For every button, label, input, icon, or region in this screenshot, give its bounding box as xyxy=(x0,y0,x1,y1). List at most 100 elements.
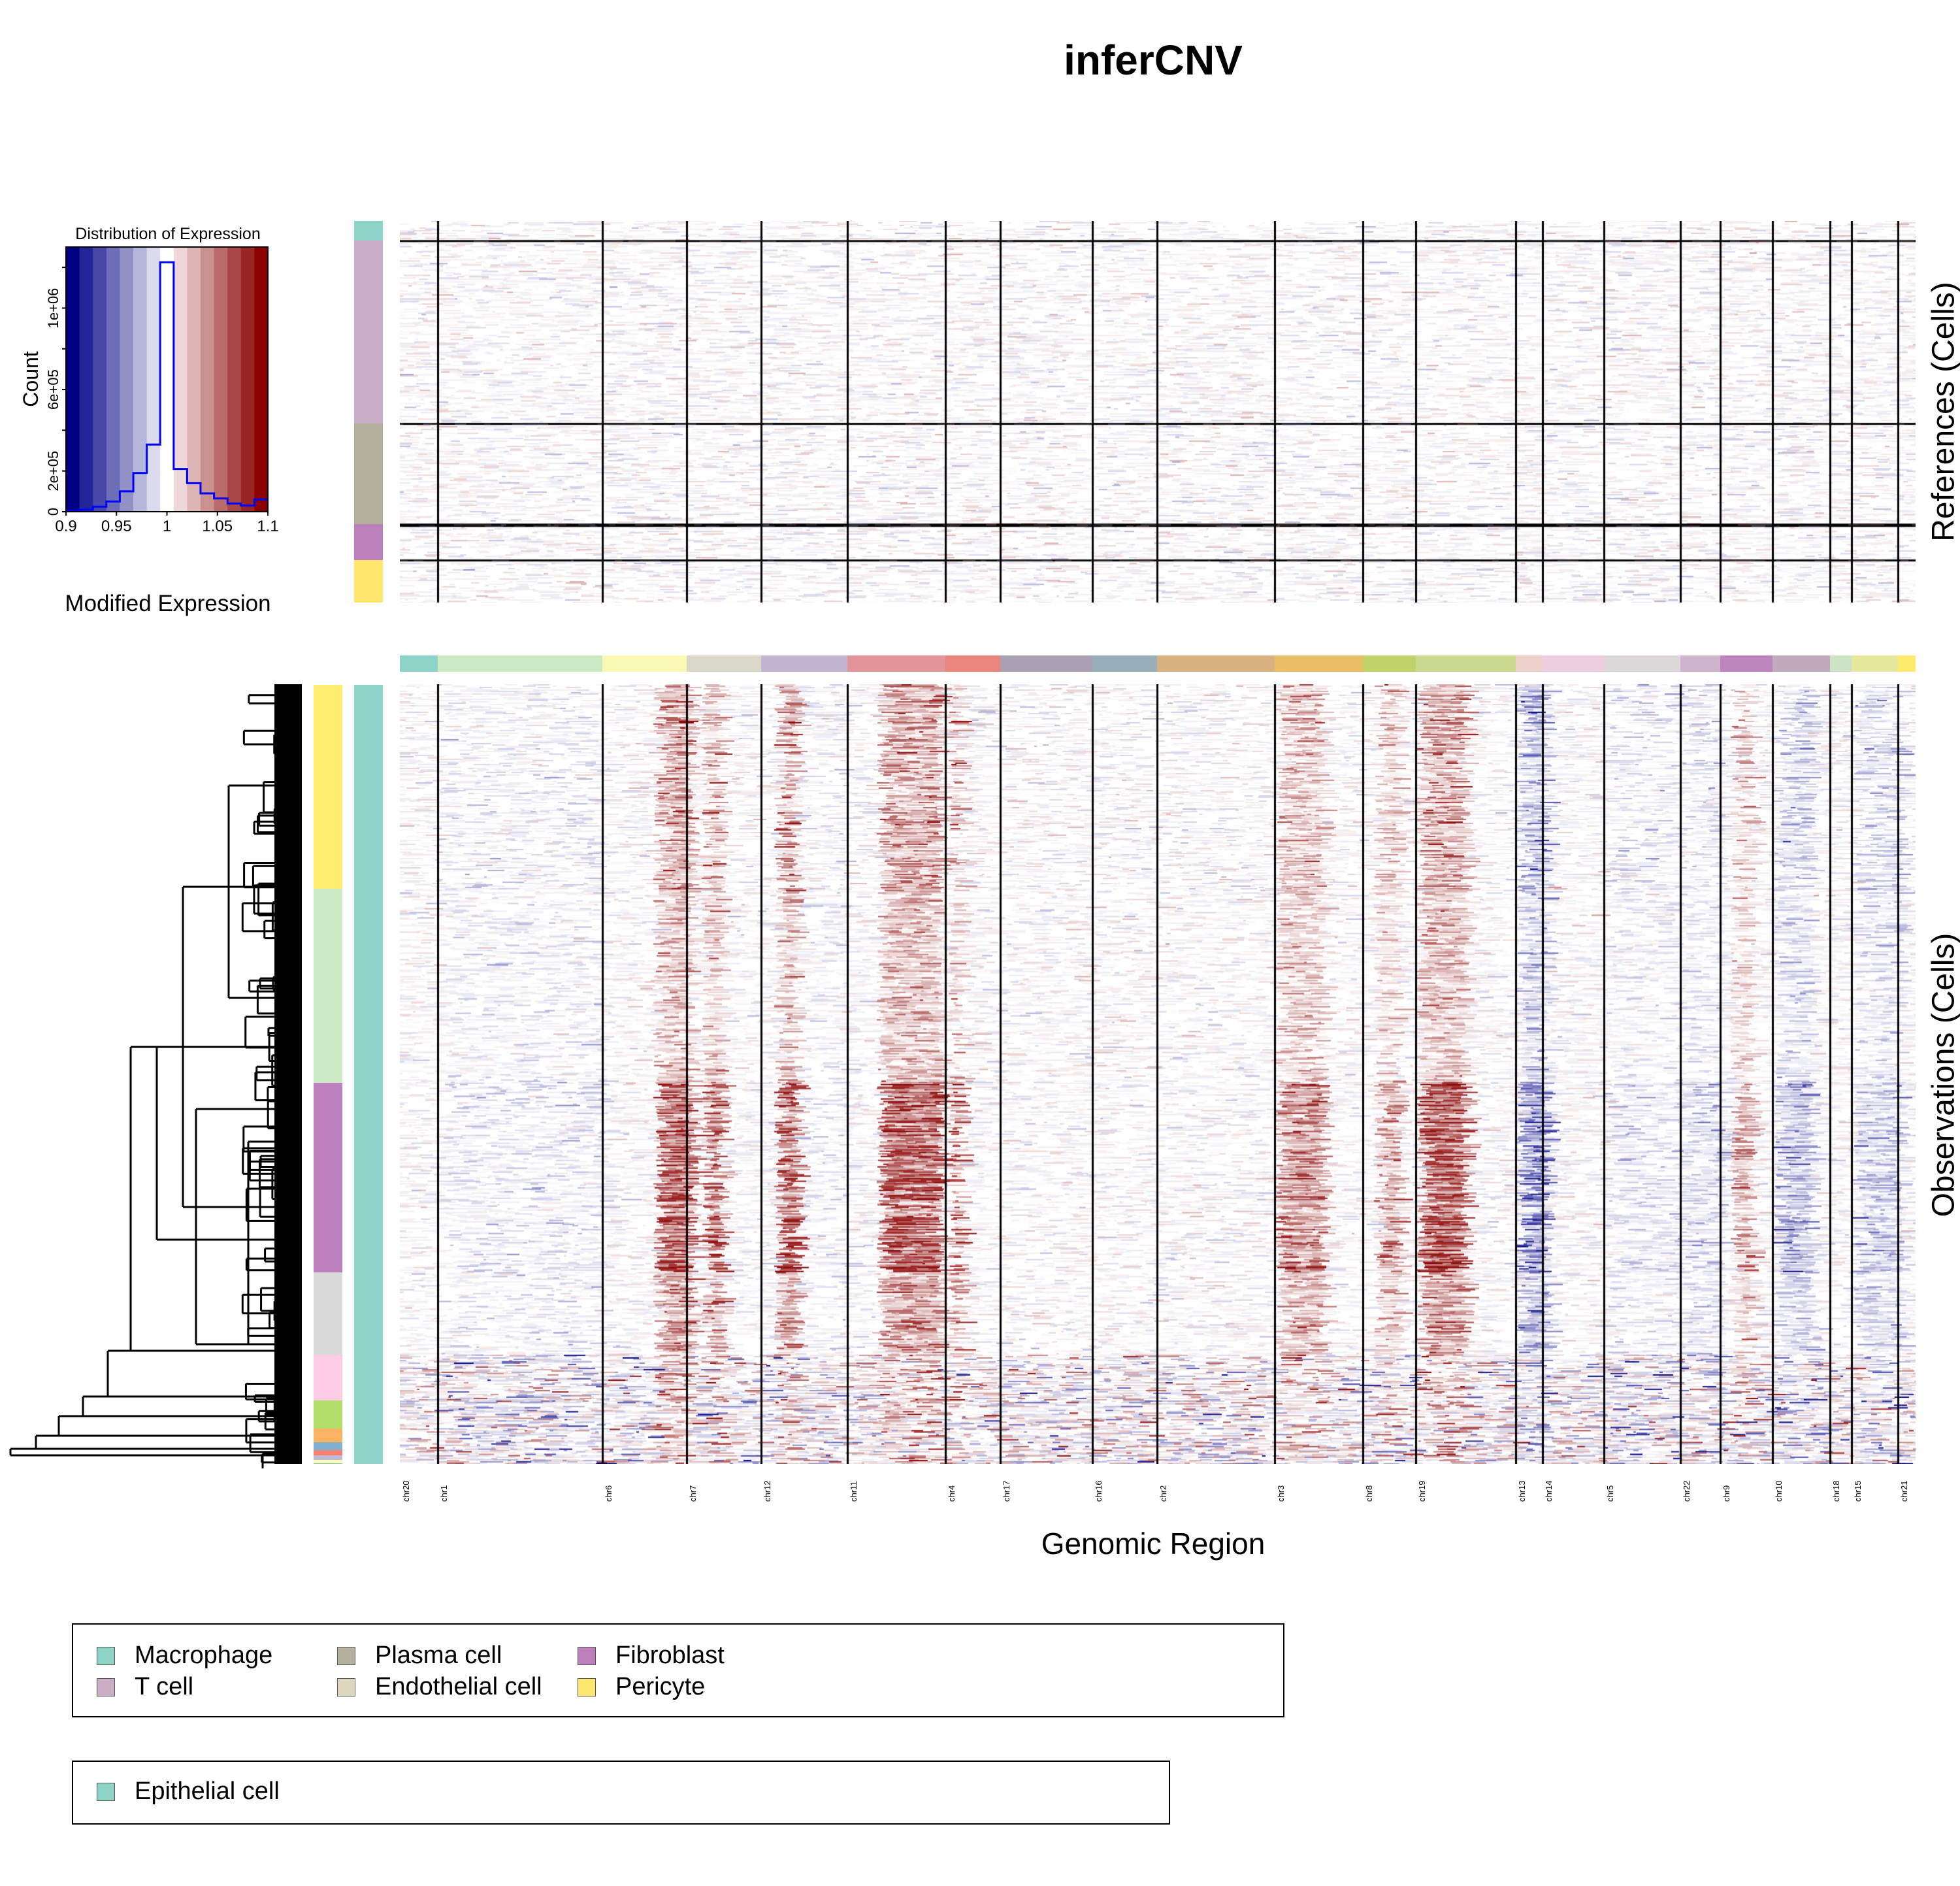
chromosome-segment-chr2 xyxy=(1157,655,1275,672)
chromosome-segment-chr6 xyxy=(602,655,687,672)
legend-swatch xyxy=(337,1646,355,1665)
annotation-segment xyxy=(314,1355,342,1401)
histogram-color-band xyxy=(200,247,215,512)
annotation-segment xyxy=(314,889,342,1084)
chromosome-label: chr21 xyxy=(1899,1480,1909,1502)
chromosome-segment-chr14 xyxy=(1543,655,1604,672)
annotation-segment xyxy=(314,1400,342,1429)
reference-heatmap xyxy=(400,221,1916,603)
legend-swatch xyxy=(578,1646,596,1665)
chromosome-label: chr17 xyxy=(1002,1480,1011,1502)
chromosome-label: chr18 xyxy=(1831,1480,1841,1502)
histogram-ylabel: Count xyxy=(19,351,42,407)
chromosome-segment-chr20 xyxy=(400,655,438,672)
annotation-segment xyxy=(314,1272,342,1355)
chromosome-label: chr10 xyxy=(1774,1480,1784,1502)
chromosome-label: chr14 xyxy=(1544,1480,1554,1502)
annotation-segment xyxy=(354,240,383,424)
legend-item: Endothelial cell xyxy=(337,1673,542,1701)
chromosome-segment-chr17 xyxy=(1000,655,1092,672)
chromosome-label: chr9 xyxy=(1722,1485,1731,1502)
x-tick-label: 1.05 xyxy=(202,518,233,535)
observation-cluster-bar xyxy=(314,685,342,1464)
chromosome-segment-chr1 xyxy=(438,655,602,672)
chromosome-segment-chr5 xyxy=(1604,655,1680,672)
chromosome-label: chr22 xyxy=(1682,1480,1691,1502)
legend-label: Pericyte xyxy=(615,1673,706,1700)
annotation-segment xyxy=(314,1429,342,1443)
observation-heatmap xyxy=(400,684,1916,1464)
y-tick-label: 2e+05 xyxy=(45,451,61,491)
annotation-segment xyxy=(314,1463,342,1464)
chromosome-segment-chr21 xyxy=(1898,655,1916,672)
histogram-line xyxy=(66,261,268,512)
chromosome-label: chr12 xyxy=(762,1480,772,1502)
references-label: References (Cells) xyxy=(1926,282,1960,542)
legend-item: T cell xyxy=(97,1673,193,1701)
chromosome-segment-chr15 xyxy=(1852,655,1898,672)
chromosome-label: chr15 xyxy=(1853,1480,1863,1502)
histogram-color-band xyxy=(120,247,134,512)
legend-label: Epithelial cell xyxy=(135,1778,280,1805)
chromosome-label: chr16 xyxy=(1094,1480,1103,1502)
x-tick-label: 1 xyxy=(163,518,171,535)
chromosome-label: chr2 xyxy=(1158,1485,1168,1502)
legend-item: Pericyte xyxy=(578,1673,705,1701)
legend-swatch xyxy=(337,1678,355,1696)
chromosome-segment-chr7 xyxy=(687,655,761,672)
legend-label: T cell xyxy=(135,1673,194,1700)
chromosome-label: chr3 xyxy=(1276,1485,1286,1502)
chromosome-color-bar xyxy=(400,655,1916,672)
annotation-segment xyxy=(354,560,383,603)
reference-legend: Macrophage T cell Plasma cell Endothelial c… xyxy=(72,1623,1284,1717)
histogram-color-band xyxy=(173,247,188,512)
histogram-color-band xyxy=(66,247,80,512)
legend-item: Macrophage xyxy=(97,1642,272,1670)
chromosome-label: chr7 xyxy=(688,1485,698,1502)
legend-item: Epithelial cell xyxy=(97,1778,280,1806)
chromosome-segment-chr4 xyxy=(945,655,1000,672)
legend-label: Fibroblast xyxy=(615,1642,725,1669)
legend-label: Endothelial cell xyxy=(375,1673,542,1700)
annotation-segment xyxy=(314,685,342,889)
legend-swatch xyxy=(97,1678,115,1696)
annotation-segment xyxy=(314,1460,342,1464)
chromosome-label: chr4 xyxy=(947,1485,956,1502)
dendrogram-leaves xyxy=(274,684,302,1464)
annotation-segment xyxy=(354,524,383,561)
x-tick-label: 1.1 xyxy=(257,518,278,535)
annotation-segment xyxy=(354,423,383,525)
chromosome-segment-chr12 xyxy=(761,655,847,672)
legend-item: Plasma cell xyxy=(337,1642,502,1670)
legend-swatch xyxy=(578,1678,596,1696)
legend-swatch xyxy=(97,1646,115,1665)
histogram-color-band xyxy=(106,247,120,512)
legend-item: Fibroblast xyxy=(578,1642,725,1670)
y-tick-label: 0 xyxy=(45,508,61,516)
legend-label: Plasma cell xyxy=(375,1642,502,1669)
histogram-color-band xyxy=(93,247,107,512)
x-axis-label: Genomic Region xyxy=(1041,1527,1266,1561)
chromosome-label: chr8 xyxy=(1364,1485,1374,1502)
chromosome-segment-chr18 xyxy=(1830,655,1852,672)
chromosome-segment-chr16 xyxy=(1092,655,1157,672)
chromosome-segment-chr11 xyxy=(847,655,945,672)
legend-label: Macrophage xyxy=(135,1642,273,1669)
x-tick-label: 0.95 xyxy=(101,518,132,535)
histogram-xlabel: Modified Expression xyxy=(65,591,270,616)
histogram-color-band xyxy=(254,247,269,512)
chromosome-label: chr11 xyxy=(849,1481,858,1502)
x-tick-label: 0.9 xyxy=(55,518,76,535)
chromosome-segment-chr3 xyxy=(1275,655,1363,672)
reference-annotation-bar xyxy=(354,221,383,603)
annotation-segment xyxy=(314,1083,342,1273)
chromosome-segment-chr8 xyxy=(1363,655,1416,672)
annotation-segment xyxy=(314,1455,342,1461)
annotation-segment xyxy=(314,1449,342,1456)
chromosome-segment-chr9 xyxy=(1720,655,1772,672)
annotation-segment xyxy=(314,1442,342,1451)
y-tick-label: 6e+05 xyxy=(45,369,61,410)
observation-dendrogram xyxy=(9,684,302,1468)
histogram-color-band xyxy=(133,247,148,512)
observations-label: Observations (Cells) xyxy=(1926,933,1960,1217)
